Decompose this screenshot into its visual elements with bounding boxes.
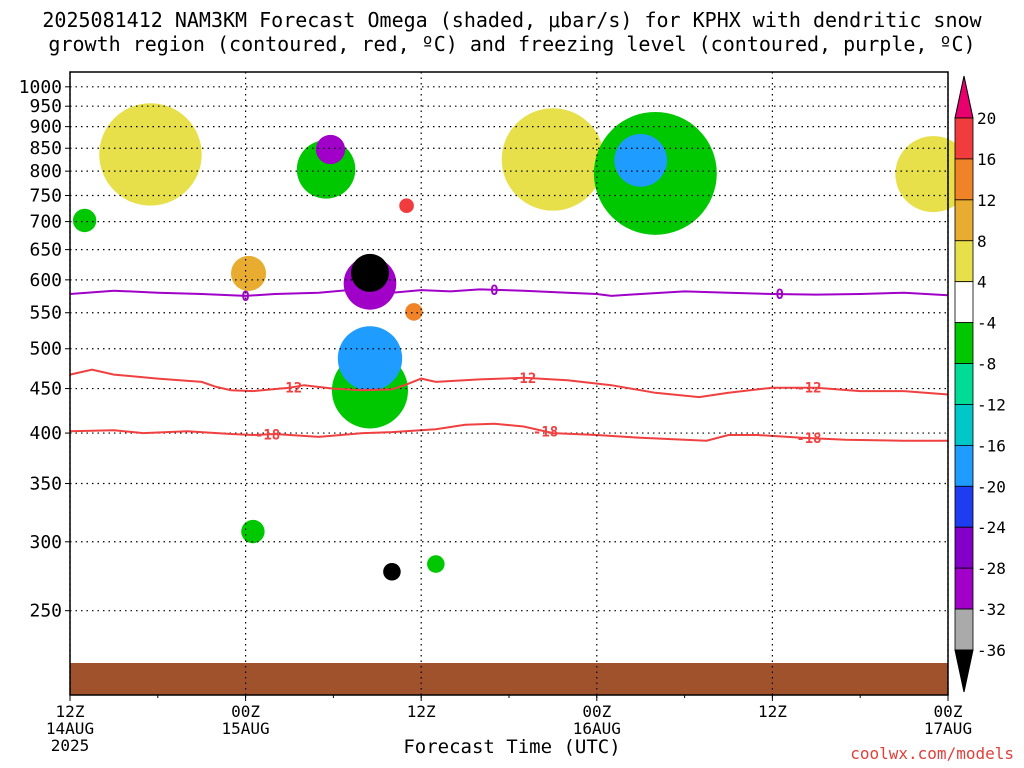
colorbar: 20 16 12 8 4 -4 -8 -12 -16 -20 -24 -28 -32 -36: [954, 75, 1006, 693]
y-tick-label: 300: [29, 532, 62, 553]
contour-label: -12: [277, 381, 302, 397]
colorbar-label: -4: [977, 314, 996, 333]
x-tick-label: 12Z: [407, 702, 436, 721]
chart-title-line1: 2025081412 NAM3KM Forecast Omega (shaded…: [42, 8, 982, 32]
y-tick-label: 250: [29, 601, 62, 622]
contour-label: -18: [255, 427, 280, 443]
colorbar-label: -24: [977, 518, 1006, 537]
pressure-axis: 2503003504004505005506006507007508008509…: [19, 77, 70, 622]
y-tick-label: 600: [29, 270, 62, 291]
x-tick-label: 15AUG: [222, 719, 270, 738]
colorbar-label: -8: [977, 355, 996, 374]
contour-minus18: [69, 422, 948, 442]
x-tick-label: 16AUG: [573, 719, 621, 738]
y-tick-label: 800: [29, 161, 62, 182]
y-tick-label: 650: [29, 240, 62, 261]
contour-label: -12: [511, 371, 536, 387]
colorbar-label: 16: [977, 150, 996, 169]
omega-region-7: [427, 555, 445, 573]
colorbar-label: 4: [977, 273, 987, 292]
y-tick-label: 900: [29, 117, 62, 138]
colorbar-segment: [954, 526, 974, 569]
colorbar-segment: [954, 608, 974, 651]
y-tick-label: 350: [29, 474, 62, 495]
omega-region-8: [72, 208, 97, 233]
x-tick-label: 00Z: [231, 702, 260, 721]
colorbar-segment: [954, 485, 974, 528]
contour-label: -18: [533, 424, 558, 440]
omega-region-0: [99, 103, 202, 206]
colorbar-label: 12: [977, 191, 996, 210]
colorbar-segment: [954, 199, 974, 242]
colorbar-label: -12: [977, 395, 1006, 414]
x-tick-label: 14AUG: [46, 719, 94, 738]
colorbar-segment: [954, 444, 974, 487]
omega-shaded-field: [72, 103, 972, 581]
contour-label: -18: [796, 431, 821, 447]
omega-region-13: [614, 134, 668, 187]
contour-label: 0: [775, 287, 783, 303]
y-tick-label: 450: [29, 379, 62, 400]
colorbar-segment: [954, 322, 974, 364]
omega-region-12: [399, 198, 414, 214]
colorbar-segment: [954, 240, 974, 283]
y-tick-label: 400: [29, 423, 62, 444]
colorbar-segment: [954, 117, 974, 160]
contour-label: 0: [490, 283, 498, 299]
omega-region-2: [895, 136, 972, 213]
omega-region-16: [350, 253, 390, 292]
contour-lines: -18 -18 -18 -12 -12 -12 0 0 0: [69, 283, 949, 447]
colorbar-label: -36: [977, 641, 1006, 660]
x-axis-label: Forecast Time (UTC): [403, 736, 621, 758]
colorbar-segment: [954, 281, 974, 324]
y-tick-label: 750: [29, 186, 62, 207]
colorbar-label: -28: [977, 559, 1006, 578]
contour-label: -12: [796, 381, 821, 397]
y-tick-label: 550: [29, 303, 62, 324]
x-tick-label: 00Z: [934, 702, 963, 721]
contour-label: 0: [241, 289, 249, 305]
y-tick-label: 950: [29, 96, 62, 117]
y-tick-label: 500: [29, 339, 62, 360]
y-tick-label: 700: [29, 212, 62, 233]
colorbar-label: -20: [977, 477, 1006, 496]
omega-region-6: [241, 519, 265, 544]
x-tick-label: 00Z: [582, 702, 611, 721]
colorbar-label: -16: [977, 436, 1006, 455]
colorbar-label: 8: [977, 232, 987, 251]
colorbar-bottom-triangle: [954, 649, 974, 693]
omega-region-15: [315, 134, 346, 165]
omega-region-9: [230, 255, 267, 292]
colorbar-segment: [954, 404, 974, 446]
colorbar-top-triangle: [954, 75, 974, 119]
colorbar-segment: [954, 567, 974, 610]
colorbar-segment: [954, 158, 974, 201]
ground-surface: [70, 663, 948, 695]
chart-title-line2: growth region (contoured, red, ºC) and f…: [48, 32, 976, 56]
omega-region-11: [337, 326, 403, 391]
omega-region-10: [405, 303, 423, 321]
colorbar-segment: [954, 363, 974, 405]
omega-region-17: [383, 562, 401, 581]
contour-minus12: [69, 368, 949, 399]
x-tick-label: 2025: [51, 736, 90, 755]
credit-link[interactable]: coolwx.com/models: [850, 744, 1014, 763]
x-tick-label: 12Z: [758, 702, 787, 721]
colorbar-label: -32: [977, 600, 1006, 619]
y-tick-label: 1000: [19, 77, 62, 98]
contour-0: [69, 288, 949, 299]
omega-region-1: [501, 108, 605, 211]
x-tick-label: 12Z: [56, 702, 85, 721]
pressure-gridlines: [70, 86, 948, 612]
colorbar-label: 20: [977, 109, 996, 128]
y-tick-label: 850: [29, 138, 62, 159]
x-tick-label: 17AUG: [924, 719, 972, 738]
